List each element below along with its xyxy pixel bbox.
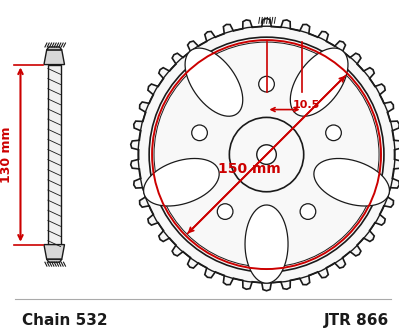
Text: 150 mm: 150 mm: [218, 162, 280, 176]
Circle shape: [257, 145, 276, 165]
Polygon shape: [44, 50, 64, 65]
Circle shape: [229, 118, 304, 192]
Polygon shape: [144, 159, 219, 206]
Polygon shape: [290, 48, 348, 116]
Polygon shape: [185, 48, 243, 116]
Polygon shape: [245, 205, 288, 283]
Text: JTR 866: JTR 866: [324, 313, 389, 328]
Text: 10.5: 10.5: [292, 100, 320, 110]
Circle shape: [300, 204, 316, 219]
Polygon shape: [47, 259, 62, 262]
Circle shape: [192, 125, 207, 141]
Polygon shape: [314, 159, 390, 206]
Polygon shape: [47, 47, 62, 50]
Polygon shape: [131, 18, 400, 291]
Circle shape: [259, 76, 274, 92]
Polygon shape: [44, 244, 64, 259]
Circle shape: [217, 204, 233, 219]
Circle shape: [326, 125, 341, 141]
Bar: [48, 65, 60, 244]
Text: 130 mm: 130 mm: [0, 126, 13, 183]
Text: Chain 532: Chain 532: [22, 313, 108, 328]
